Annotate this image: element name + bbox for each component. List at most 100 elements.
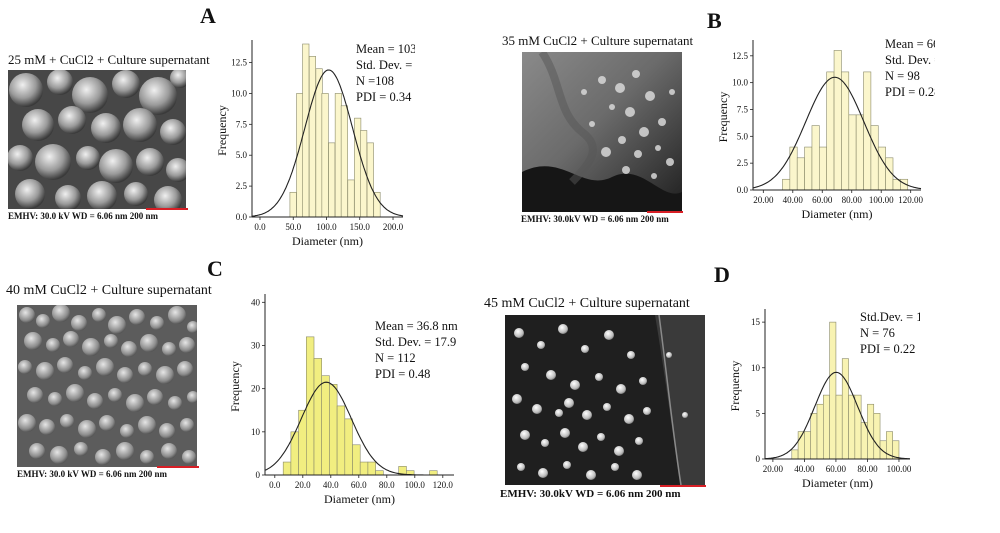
histogram-bar <box>826 71 835 191</box>
x-tick-label: 40.00 <box>783 195 804 205</box>
histogram-bar <box>329 384 338 476</box>
y-tick-label: 10 <box>751 363 761 373</box>
histogram-bar <box>873 413 881 460</box>
stats-line: N = 98 <box>885 69 920 83</box>
sem-image-a <box>8 70 186 209</box>
scale-bar-a <box>146 208 188 210</box>
y-tick-label: 0 <box>756 454 761 464</box>
stats-line: N = 112 <box>375 351 416 365</box>
histogram-bar <box>373 191 381 218</box>
x-tick-label: 120.00 <box>898 195 923 205</box>
scale-bar-d <box>660 485 706 487</box>
histogram-bar <box>848 114 857 191</box>
y-tick-label: 7.5 <box>236 119 248 129</box>
caption-d: 45 mM CuCl2 + Culture supernatant <box>484 296 690 311</box>
scale-bar-b <box>647 211 683 213</box>
x-tick-label: 60.00 <box>812 195 833 205</box>
histogram-bar <box>429 470 438 476</box>
histogram-bar <box>308 56 316 218</box>
panel-letter-c: C <box>207 256 223 281</box>
stats-line: Std. Dev. = 17.9 <box>375 335 456 349</box>
histogram-bar <box>354 117 362 218</box>
histogram-bar <box>855 114 864 191</box>
scale-bar-label-d: EMHV: 30.0kV WD = 6.06 nm 200 nm <box>500 485 715 500</box>
caption-c: 40 mM CuCl2 + Culture supernatant <box>6 283 212 298</box>
y-axis-label: Frequency <box>716 92 730 143</box>
x-tick-label: 100.0 <box>405 480 426 490</box>
y-tick-label: 5.0 <box>737 131 749 141</box>
x-tick-label: 80.00 <box>842 195 863 205</box>
stats-line: PDI = 0.48 <box>375 367 430 381</box>
histogram-bar <box>352 444 361 476</box>
x-tick-label: 50.0 <box>285 222 301 232</box>
histogram-a: 0.0 50.0 100.0 150.0 200.0 0.0 2.5 5.0 7.5 10.0 12… <box>215 40 415 248</box>
histogram-c: 0.0 20.0 40.0 60.0 80.0 100.0 120.0 0 10 20 30 40 Di… <box>228 294 458 506</box>
y-tick-label: 12.5 <box>231 58 247 68</box>
histogram-bar <box>367 461 376 476</box>
histogram-bar <box>796 157 805 191</box>
histogram-bar <box>835 394 843 460</box>
histogram-bar <box>282 461 292 476</box>
x-tick-label: 80.00 <box>857 464 878 474</box>
normal-curve <box>764 371 911 460</box>
x-tick-label: 100.0 <box>316 222 337 232</box>
histogram-bar <box>841 358 849 460</box>
normal-curve <box>251 69 404 217</box>
stats-line: Mean = 60.2 nm <box>860 305 920 308</box>
histogram-bar <box>359 461 369 476</box>
stats-line: Mean = 66.6 nm <box>885 37 935 51</box>
y-tick-label: 0.0 <box>737 185 749 195</box>
sem-image-b <box>522 52 682 212</box>
y-tick-label: 30 <box>251 340 261 350</box>
y-tick-label: 2.5 <box>236 181 248 191</box>
histogram-bar <box>340 105 348 218</box>
y-tick-label: 0 <box>256 470 261 480</box>
stats-line: Std. Dev. = 35.8 <box>356 58 415 72</box>
x-tick-label: 20.0 <box>295 480 311 490</box>
x-tick-label: 60.0 <box>351 480 367 490</box>
histogram-bar <box>313 358 322 476</box>
x-tick-label: 40.0 <box>323 480 339 490</box>
x-tick-label: 0.0 <box>269 480 281 490</box>
histogram-bar <box>289 191 297 218</box>
stats-line: PDI = 0.34 <box>356 90 412 104</box>
sem-image-c <box>17 305 197 467</box>
x-tick-label: 20.00 <box>763 464 784 474</box>
stats-line: N = 76 <box>860 326 895 340</box>
histogram-bar <box>782 178 791 191</box>
histogram-bar <box>877 146 886 191</box>
x-axis-label: Diameter (nm) <box>802 207 873 221</box>
x-tick-label: 80.0 <box>379 480 395 490</box>
histogram-bar <box>804 146 813 191</box>
histogram-bar <box>375 470 384 476</box>
x-axis-label: Diameter (nm) <box>292 234 363 248</box>
scale-bar-label-a: EMHV: 30.0 kV WD = 6.06 nm 200 nm <box>8 208 188 221</box>
histogram-bar <box>334 93 342 218</box>
histogram-bar <box>829 321 837 460</box>
histogram-bar <box>344 418 353 476</box>
y-tick-label: 2.5 <box>737 158 749 168</box>
panel-letter-a: A <box>200 3 216 28</box>
y-axis-label: Frequency <box>228 361 242 412</box>
histogram-bar <box>328 142 336 218</box>
y-axis-label: Frequency <box>728 361 742 412</box>
histogram-bar <box>823 394 830 460</box>
histogram-bar <box>336 405 346 476</box>
y-tick-label: 5 <box>756 408 761 418</box>
y-axis-label: Frequency <box>215 105 229 156</box>
y-tick-label: 12.5 <box>732 51 748 61</box>
x-tick-label: 150.0 <box>350 222 371 232</box>
histogram-bar <box>321 93 329 218</box>
y-tick-label: 10.0 <box>231 88 247 98</box>
histogram-bar <box>315 68 323 218</box>
x-axis-label: Diameter (nm) <box>802 476 873 490</box>
y-tick-label: 40 <box>251 297 261 307</box>
x-tick-label: 60.00 <box>826 464 847 474</box>
histogram-bar <box>863 71 872 191</box>
stats-line: PDI = 0.22 <box>860 342 915 356</box>
x-axis-label: Diameter (nm) <box>324 492 395 506</box>
x-tick-label: 40.00 <box>794 464 815 474</box>
x-tick-label: 0.0 <box>254 222 266 232</box>
caption-b: 35 mM CuCl2 + Culture supernatant <box>502 33 694 48</box>
histogram-bar <box>848 394 856 460</box>
